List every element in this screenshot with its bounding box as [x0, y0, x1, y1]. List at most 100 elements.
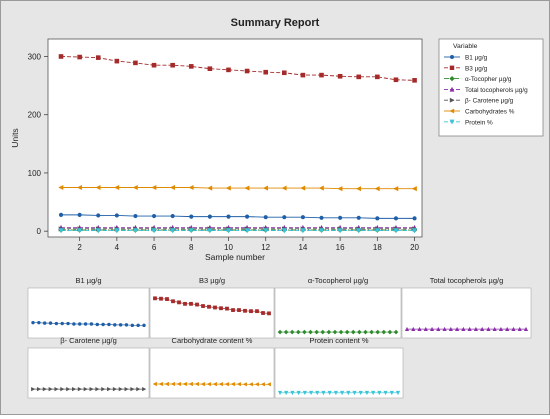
small-chart-title: B1 µg/g [75, 276, 101, 285]
small-chart-point [49, 321, 52, 324]
x-tick-label: 16 [336, 243, 345, 252]
data-point [338, 74, 343, 79]
data-point [338, 216, 342, 220]
small-chart-point [195, 303, 199, 307]
legend-marker [450, 55, 454, 59]
data-point [189, 64, 194, 69]
small-chart-point [255, 309, 259, 313]
small-chart-panel [28, 288, 149, 338]
small-chart-panel [275, 348, 403, 398]
data-point [375, 75, 380, 80]
x-tick-label: 20 [410, 243, 419, 252]
data-point [245, 215, 249, 219]
small-chart-point [201, 304, 205, 308]
x-tick-label: 6 [152, 243, 157, 252]
small-chart-point [153, 296, 157, 300]
data-point [375, 216, 379, 220]
small-chart-point [231, 308, 235, 312]
data-point [133, 61, 138, 66]
small-chart-point [171, 299, 175, 303]
small-chart-point [113, 323, 116, 326]
y-axis-label: Units [10, 128, 20, 147]
data-point [77, 55, 82, 60]
small-chart-point [61, 322, 64, 325]
small-chart-panel [150, 348, 274, 398]
small-chart-title: Carbohydrate content % [172, 336, 253, 345]
legend-entry: β- Carotene µg/g [465, 98, 514, 105]
data-point [263, 70, 268, 75]
small-chart-point [142, 324, 145, 327]
legend-entry: Total tocopherols µg/g [465, 87, 528, 94]
small-chart-point [125, 323, 128, 326]
data-point [394, 77, 399, 82]
small-chart-point [165, 297, 169, 301]
legend-entry: α-Tocopher µg/g [465, 76, 512, 83]
data-point [152, 63, 157, 68]
legend-marker [450, 66, 454, 70]
data-point [96, 55, 101, 60]
small-chart-point [219, 306, 223, 310]
y-tick-label: 100 [28, 169, 42, 178]
data-point [412, 216, 416, 220]
small-chart-point [37, 321, 40, 324]
data-point [170, 63, 175, 68]
data-point [319, 216, 323, 220]
small-chart-point [267, 311, 271, 315]
data-point [78, 213, 82, 217]
y-tick-label: 300 [28, 52, 42, 61]
report-title: Summary Report [231, 17, 320, 29]
small-chart-point [90, 322, 93, 325]
data-point [301, 73, 306, 78]
data-point [264, 215, 268, 219]
small-chart-point [96, 323, 99, 326]
small-chart-point [207, 305, 211, 309]
data-point [115, 59, 120, 64]
data-point [245, 69, 250, 74]
data-point [226, 68, 231, 73]
legend-entry: Protein % [465, 119, 493, 126]
small-chart-panel [402, 288, 531, 338]
small-chart-point [189, 302, 193, 306]
data-point [356, 75, 361, 80]
small-chart-point [31, 321, 34, 324]
legend-entry: Carbohydrates % [465, 109, 515, 116]
data-point [59, 213, 63, 217]
data-point [301, 215, 305, 219]
main-plot-area [48, 39, 422, 237]
legend-entry: B3 µg/g [465, 65, 488, 72]
data-point [208, 215, 212, 219]
small-chart-point [101, 323, 104, 326]
data-point [282, 215, 286, 219]
legend-title: Variable [453, 43, 478, 50]
data-point [208, 66, 213, 71]
small-chart-point [84, 322, 87, 325]
y-tick-label: 200 [28, 111, 42, 120]
small-chart-point [243, 309, 247, 313]
data-point [59, 54, 64, 59]
small-chart-point [225, 307, 229, 311]
data-point [189, 215, 193, 219]
data-point [226, 215, 230, 219]
small-chart-title: Total tocopherols µg/g [430, 276, 504, 285]
x-tick-label: 10 [224, 243, 233, 252]
data-point [282, 70, 287, 75]
data-point [171, 214, 175, 218]
small-chart-point [237, 308, 241, 312]
y-tick-label: 0 [37, 227, 42, 236]
data-point [319, 73, 324, 78]
data-point [152, 214, 156, 218]
small-chart-point [119, 323, 122, 326]
x-tick-label: 18 [373, 243, 382, 252]
small-chart-point [261, 311, 265, 315]
x-tick-label: 2 [77, 243, 82, 252]
legend-entry: B1 µg/g [465, 55, 488, 62]
x-tick-label: 4 [115, 243, 120, 252]
small-chart-point [183, 302, 187, 306]
data-point [412, 78, 417, 83]
data-point [357, 216, 361, 220]
x-tick-label: 12 [261, 243, 270, 252]
small-chart-point [72, 322, 75, 325]
small-chart-point [177, 300, 181, 304]
